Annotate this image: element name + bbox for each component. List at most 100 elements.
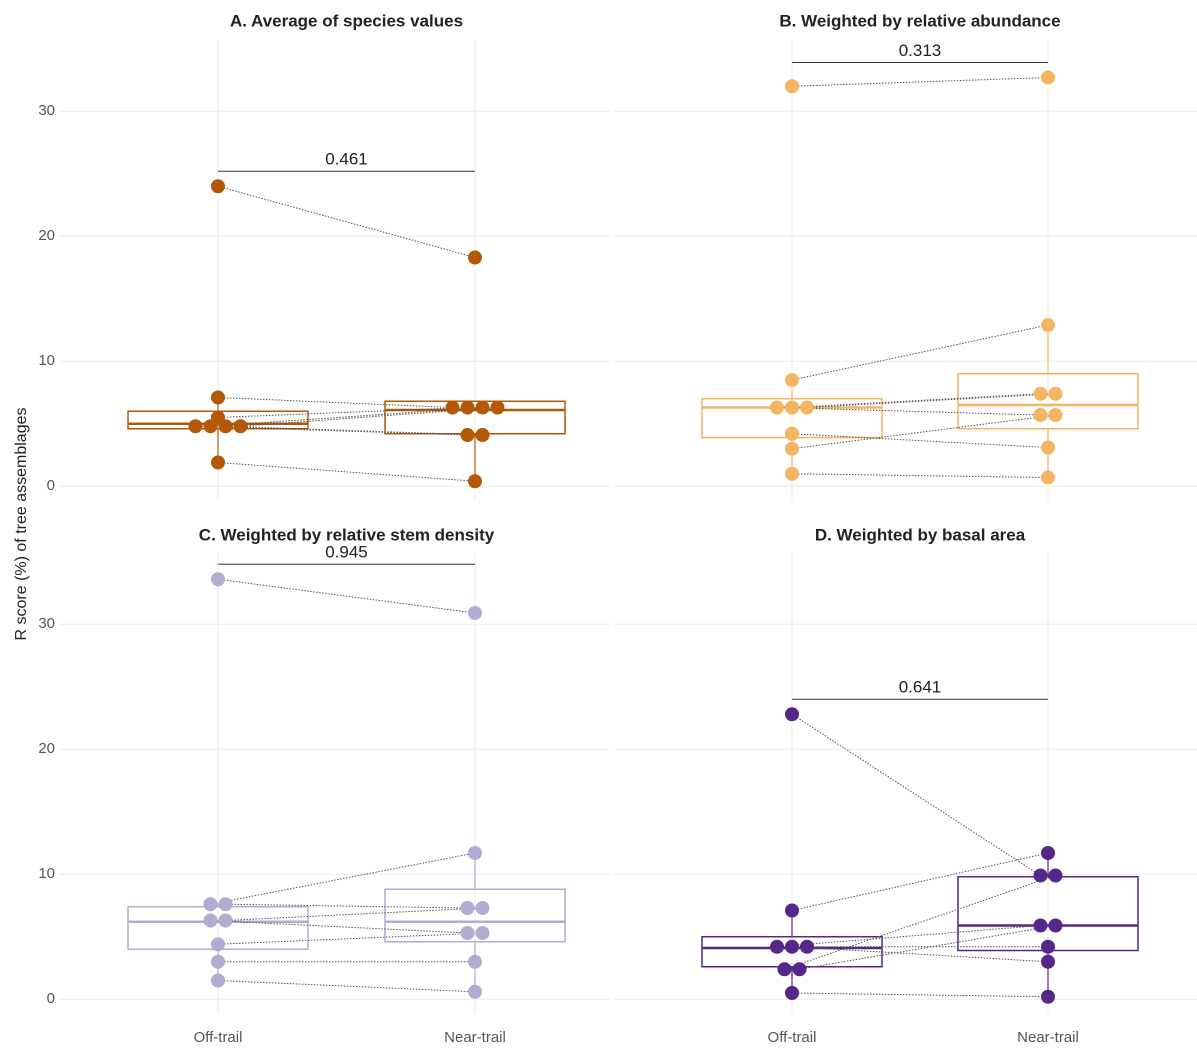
pair-line	[791, 433, 1049, 448]
point	[785, 466, 799, 481]
y-tick-label: 30	[38, 102, 55, 119]
pair-line	[210, 920, 468, 934]
point	[1033, 868, 1048, 883]
pair-line	[217, 980, 476, 993]
point	[211, 390, 225, 405]
x-tick-label: Off-trail	[768, 1029, 817, 1046]
point	[490, 400, 505, 415]
x-tick-label: Off-trail	[194, 1029, 243, 1046]
point	[1041, 318, 1055, 332]
box	[957, 373, 1139, 430]
point	[785, 986, 799, 1000]
point	[460, 400, 475, 415]
point	[475, 428, 490, 442]
x-tick-label: Near-trail	[1017, 1029, 1079, 1046]
point	[203, 419, 218, 434]
point	[800, 400, 814, 415]
point	[770, 939, 784, 954]
point	[1041, 939, 1055, 954]
point	[211, 937, 225, 952]
point	[468, 954, 482, 969]
pair-line	[791, 473, 1049, 478]
point	[218, 419, 233, 434]
pair-line	[791, 324, 1049, 381]
point	[475, 926, 490, 940]
panel-title: D. Weighted by basal area	[815, 525, 1026, 544]
y-tick-label: 0	[47, 990, 55, 1007]
point	[218, 913, 233, 928]
panel-title: A. Average of species values	[230, 11, 463, 30]
panel-title: C. Weighted by relative stem density	[199, 525, 495, 544]
point	[1041, 70, 1055, 85]
point	[1048, 386, 1063, 401]
pair-line	[217, 578, 476, 614]
point	[445, 400, 460, 415]
panel-title: B. Weighted by relative abundance	[779, 11, 1060, 30]
box	[384, 400, 566, 435]
point	[785, 426, 799, 441]
pair-line	[791, 713, 1041, 876]
point	[1048, 918, 1063, 933]
pair-line	[806, 393, 1056, 408]
point	[468, 984, 482, 999]
pair-line	[225, 903, 468, 909]
pair-line	[217, 407, 468, 418]
pair-line	[791, 77, 1049, 87]
pair-line	[225, 425, 483, 436]
p-value-label: 0.945	[325, 543, 368, 562]
pair-line	[210, 407, 483, 427]
point	[1041, 470, 1055, 485]
point	[785, 903, 799, 918]
point	[785, 79, 799, 94]
pair-line	[784, 875, 1056, 970]
point	[1033, 408, 1048, 422]
point	[468, 250, 482, 265]
pair-line	[791, 946, 1049, 963]
pair-line	[791, 414, 1056, 450]
point	[1041, 440, 1055, 455]
point	[1041, 846, 1055, 860]
point	[475, 901, 490, 915]
point	[468, 846, 482, 860]
point	[188, 419, 203, 434]
y-tick-label: 10	[38, 865, 55, 882]
point	[211, 973, 225, 988]
point	[777, 962, 792, 977]
box	[384, 888, 566, 943]
pair-line	[217, 185, 476, 258]
y-axis-label: R score (%) of tree assemblages	[13, 408, 30, 641]
pair-line	[791, 992, 1049, 998]
point	[785, 400, 799, 415]
point	[785, 939, 799, 954]
point	[460, 901, 475, 915]
point	[475, 400, 490, 415]
y-tick-label: 20	[38, 740, 55, 757]
pair-line	[791, 852, 1049, 911]
point	[203, 913, 218, 928]
x-tick-label: Near-trail	[444, 1029, 506, 1046]
point	[792, 962, 807, 977]
p-value-label: 0.461	[325, 150, 368, 169]
y-tick-label: 30	[38, 615, 55, 632]
pair-line	[217, 932, 483, 945]
y-tick-label: 0	[47, 477, 55, 494]
point	[211, 572, 225, 587]
point	[1041, 989, 1055, 1004]
pair-line	[217, 462, 476, 482]
point	[800, 939, 814, 954]
pair-line	[776, 407, 1041, 416]
point	[468, 606, 482, 620]
point	[211, 954, 225, 969]
pair-line	[776, 925, 1041, 948]
y-tick-label: 20	[38, 227, 55, 244]
point	[211, 455, 225, 470]
pair-line	[210, 852, 476, 905]
p-value-label: 0.641	[899, 678, 942, 697]
point	[1033, 386, 1048, 401]
pair-line	[225, 907, 483, 921]
point	[218, 897, 233, 912]
point	[770, 400, 784, 415]
point	[785, 373, 799, 387]
point	[1048, 408, 1063, 422]
